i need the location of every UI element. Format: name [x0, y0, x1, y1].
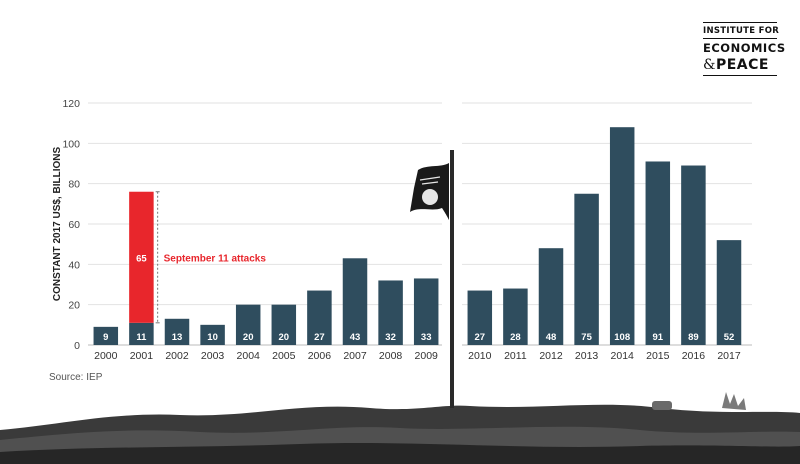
x-axis-ticks: 2000 2001 2002 2003 2004 2005 2006 2007 2008 2009…: [94, 350, 741, 362]
y-axis-label: CONSTANT 2017 US$, BILLIONS: [52, 147, 63, 302]
data-label-2015: 91: [653, 332, 664, 343]
bar-2013: [574, 193, 599, 345]
bar-2001: [129, 322, 154, 345]
iep-logo: INSTITUTE FOR ECONOMICS &PEACE: [703, 22, 786, 76]
flag-script: [419, 176, 441, 185]
x-tick-label: 2016: [682, 350, 706, 362]
x-tick-label: 2001: [130, 350, 154, 362]
data-label-2009: 33: [421, 332, 432, 343]
logo-line-1: INSTITUTE FOR: [703, 26, 780, 36]
x-tick-label: 2011: [504, 350, 527, 362]
bar-2014: [609, 127, 635, 345]
gridlines: [88, 102, 752, 346]
x-tick-label: 2008: [379, 350, 403, 362]
data-label-2012: 48: [546, 332, 557, 343]
flag-emblem: [422, 189, 438, 205]
bar-2002: [164, 318, 190, 345]
x-tick-label: 2009: [415, 350, 439, 362]
bar-2011: [503, 288, 528, 345]
bar-2015: [645, 161, 671, 345]
x-tick-label: 2004: [237, 350, 261, 362]
data-label-2004: 20: [243, 332, 254, 343]
bar-2005: [271, 304, 297, 345]
y-tick-label: 20: [68, 300, 80, 312]
bar-2017: [716, 240, 742, 345]
data-label-2006: 27: [314, 332, 325, 343]
data-label-2002: 13: [172, 332, 183, 343]
bar-2006: [307, 290, 332, 345]
data-label-2003: 10: [207, 332, 218, 343]
hill-foreground: [0, 443, 800, 464]
data-label-2013: 75: [581, 332, 592, 343]
x-tick-label: 2005: [272, 350, 296, 362]
data-label-2017: 52: [724, 332, 735, 343]
logo-peace: PEACE: [715, 57, 769, 73]
data-label-2008: 32: [385, 332, 396, 343]
data-label-2005: 20: [279, 332, 290, 343]
x-tick-label: 2010: [468, 350, 492, 362]
flag-pole: [450, 150, 454, 408]
data-label-2000: 9: [103, 332, 108, 343]
data-label-2007: 43: [350, 332, 361, 343]
x-tick-label: 2017: [717, 350, 741, 362]
source-note: Source: IEP: [49, 372, 103, 383]
y-tick-label: 120: [62, 98, 80, 110]
data-label-2001: 11: [136, 332, 147, 343]
y-tick-label: 100: [62, 138, 80, 150]
bar-2008: [378, 280, 403, 345]
logo-line-2: ECONOMICS: [703, 41, 786, 55]
x-tick-label: 2002: [165, 350, 189, 362]
x-tick-label: 2000: [94, 350, 118, 362]
bar-2000: [93, 326, 119, 345]
x-tick-label: 2012: [539, 350, 563, 362]
bar-2009: [413, 278, 439, 345]
x-tick-label: 2003: [201, 350, 225, 362]
y-tick-label: 60: [68, 219, 80, 231]
rock: [652, 401, 672, 410]
bar-2003: [200, 324, 225, 345]
annotation-label: September 11 attacks: [164, 253, 267, 264]
bar-2012: [538, 248, 564, 345]
x-tick-label: 2007: [343, 350, 367, 362]
data-label-2011: 28: [510, 332, 521, 343]
y-tick-label: 40: [68, 259, 80, 271]
data-label-2014: 108: [614, 332, 630, 343]
bars: 9 11 13 10 20 20 27 43 32 33 27 28 48 75 108 91 89 52 65 Se…: [93, 127, 742, 345]
y-tick-label: 0: [74, 340, 80, 352]
data-label-2010: 27: [475, 332, 486, 343]
x-tick-label: 2013: [575, 350, 599, 362]
x-tick-label: 2014: [611, 350, 635, 362]
y-tick-label: 80: [68, 179, 80, 191]
bar-2001-increment: [129, 191, 154, 323]
bar-2010: [467, 290, 493, 345]
logo-ampersand: &: [703, 57, 716, 73]
bar-2016: [681, 165, 706, 345]
data-label-2016: 89: [688, 332, 699, 343]
shrub: [722, 392, 746, 410]
bar-2007: [342, 258, 368, 345]
bar-2004: [235, 304, 261, 345]
data-label-2001-increment: 65: [136, 253, 147, 264]
x-tick-label: 2015: [646, 350, 670, 362]
logo-line-3: &PEACE: [703, 56, 777, 75]
x-tick-label: 2006: [308, 350, 332, 362]
y-axis-ticks: 0 20 40 60 80 100 120: [62, 98, 80, 352]
